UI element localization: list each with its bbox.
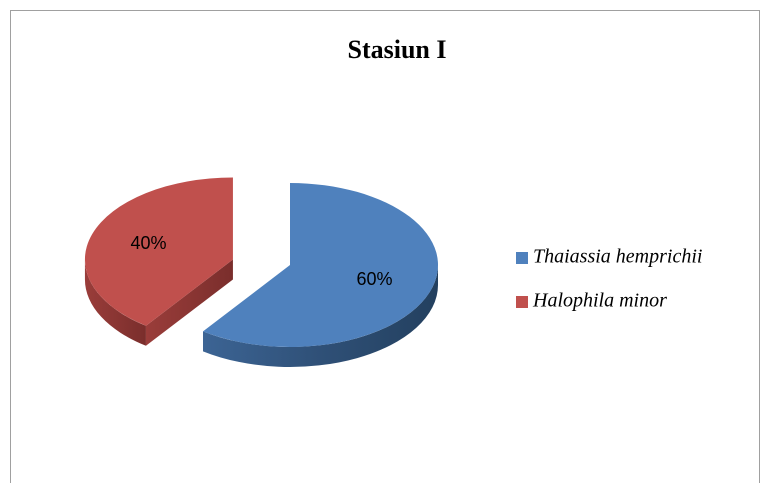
legend: Thaiassia hemprichii Halophila minor (516, 246, 702, 312)
chart-title: Stasiun I (348, 35, 447, 64)
slice-cut (145, 259, 233, 346)
legend-label: Halophila minor (532, 290, 667, 312)
slice-side (84, 259, 146, 346)
slice-side (203, 265, 438, 367)
pie: 60% 40% (84, 177, 438, 367)
legend-label: Thaiassia hemprichii (533, 246, 702, 268)
legend-swatch (516, 296, 528, 308)
data-label: 40% (130, 233, 166, 253)
slice (203, 183, 438, 347)
legend-swatch (516, 252, 528, 264)
slice (84, 177, 233, 326)
data-label: 60% (356, 269, 392, 289)
